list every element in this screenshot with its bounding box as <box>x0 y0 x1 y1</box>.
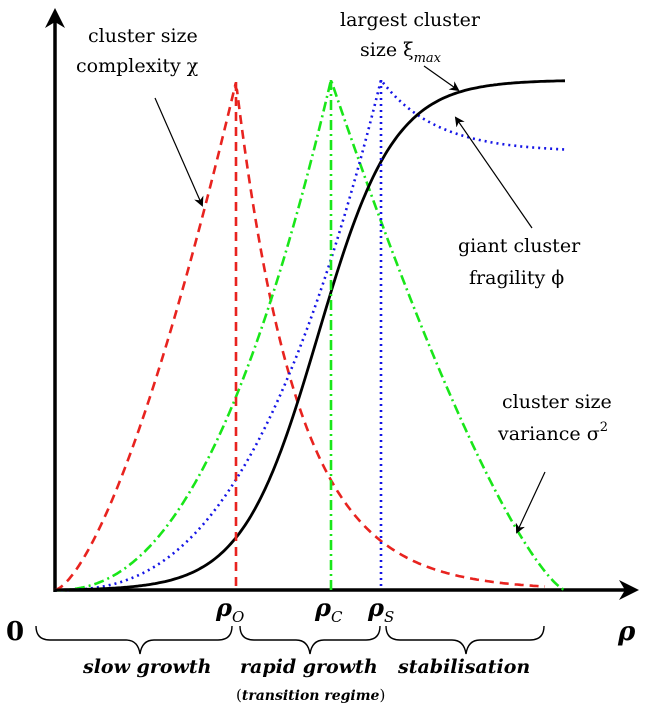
rho-o-base: ρ <box>215 593 233 622</box>
phase-stabilisation: stabilisation <box>397 656 530 678</box>
phase-slow-growth: slow growth <box>82 656 211 678</box>
rho-s-label: ρS <box>367 593 394 626</box>
largest-label-text: size ξ <box>360 39 414 61</box>
fragility-label-line1: giant cluster <box>458 235 581 257</box>
stabilisation-brace <box>385 625 545 655</box>
largest-label-line2: size ξmax <box>360 39 442 66</box>
transition-close-paren: ) <box>379 686 385 704</box>
rho-c-sub: C <box>331 608 343 626</box>
largest-cluster-curve <box>55 79 565 592</box>
rho-s-base: ρ <box>367 593 385 622</box>
y-axis-arrow <box>45 8 65 28</box>
rho-s-sub: S <box>384 608 394 626</box>
transition-open-paren: ( <box>236 686 242 704</box>
phase-rapid-growth: rapid growth <box>240 656 378 678</box>
variance-label-line2: variance σ2 <box>497 420 608 445</box>
rho-o-label: ρO <box>215 593 244 626</box>
fragility-curve <box>55 77 566 592</box>
largest-label-line1: largest cluster <box>340 9 481 31</box>
complexity-label-line1: cluster size <box>88 25 198 47</box>
variance-arrow <box>515 471 546 534</box>
variance-label-sup: 2 <box>600 420 608 435</box>
x-axis-arrow <box>619 580 639 600</box>
rho-o-sub: O <box>232 608 244 626</box>
phase-transition-regime: (transition regime) <box>236 686 385 704</box>
fragility-arrow <box>454 116 533 229</box>
largest-label-sub: max <box>414 51 442 66</box>
transition-text: transition regime <box>242 688 380 704</box>
variance-label-text: variance σ <box>497 423 600 445</box>
complexity-curve <box>54 82 546 592</box>
slow-growth-brace <box>35 625 233 655</box>
rho-c-base: ρ <box>314 593 332 622</box>
variance-curve <box>55 75 566 592</box>
rho-c-label: ρC <box>314 593 343 626</box>
variance-label-line1: cluster size <box>502 391 612 413</box>
complexity-arrow <box>154 97 204 207</box>
x-axis-label: ρ <box>617 617 636 647</box>
origin-label: 0 <box>6 617 24 647</box>
largest-arrow <box>423 65 460 92</box>
fragility-label-line2: fragility ϕ <box>469 267 564 289</box>
rapid-growth-brace <box>239 625 381 655</box>
complexity-label-line2: complexity χ <box>76 55 199 77</box>
